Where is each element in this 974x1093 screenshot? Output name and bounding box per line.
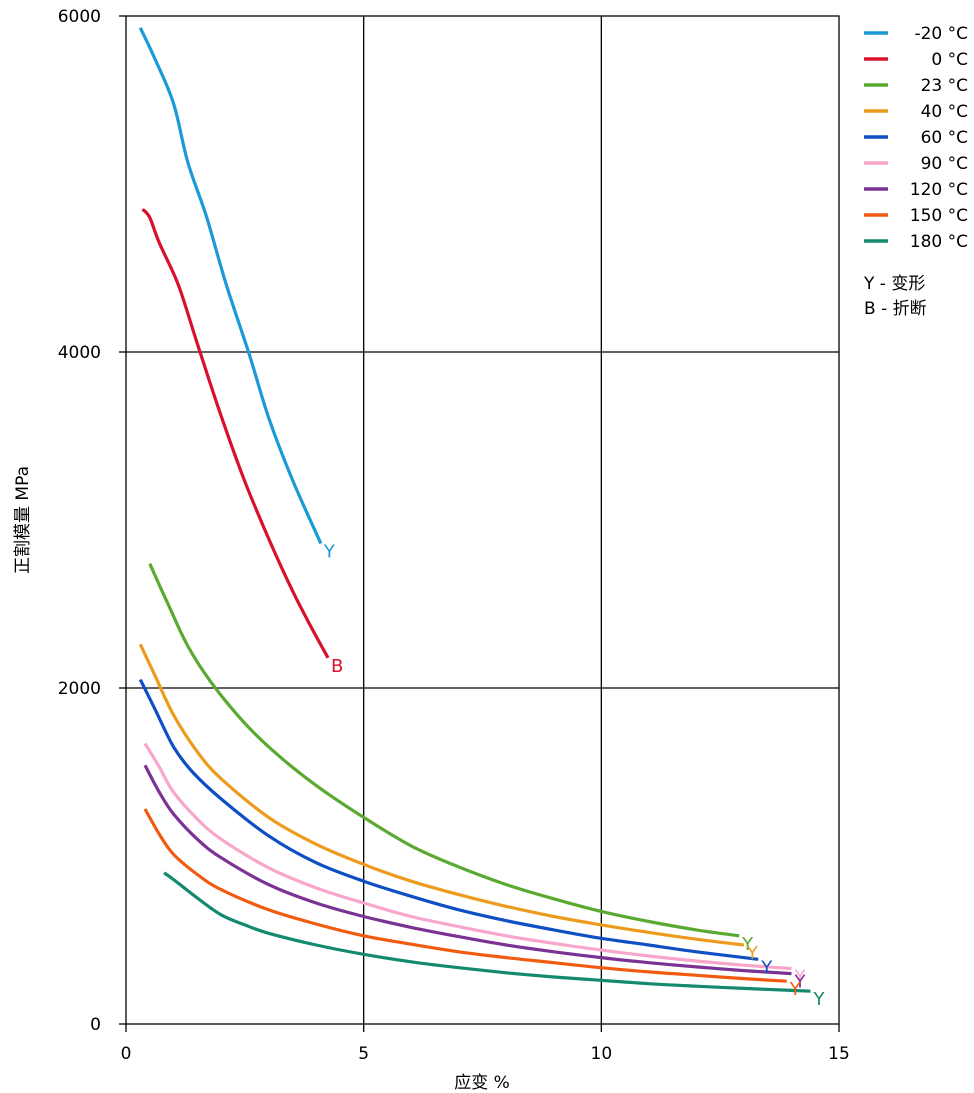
x-axis: 0 5 10 15 (121, 1024, 850, 1064)
series-line-0 (138, 27, 323, 545)
series-line-2 (148, 563, 740, 938)
y-axis-title: 正割模量 MPa (13, 466, 33, 574)
y-axis: 0 2000 4000 6000 (58, 7, 126, 1035)
series-line-1 (141, 208, 330, 659)
end-marker-2: Y (741, 934, 754, 955)
end-marker-3: Y (746, 943, 759, 964)
y-tick-label: 0 (90, 1015, 101, 1035)
legend-label-5: 90 °C (921, 154, 968, 174)
legend-label-2: 23 °C (921, 76, 968, 96)
series-line-8 (163, 871, 811, 993)
end-marker-1: B (331, 656, 343, 677)
legend-label-0: -20 °C (914, 24, 968, 44)
legend-label-6: 120 °C (910, 180, 968, 200)
end-marker-0: Y (323, 542, 336, 563)
series-line-4 (138, 678, 759, 961)
legend-note-1: B - 折断 (864, 299, 927, 319)
legend-label-4: 60 °C (921, 128, 968, 148)
series-line-3 (138, 643, 745, 947)
end-marker-5: Y (793, 967, 806, 988)
end-marker-8: Y (812, 989, 825, 1010)
series-line-6 (143, 764, 792, 976)
x-tick-label: 10 (591, 1044, 613, 1064)
series-line-5 (143, 742, 792, 971)
series-line-7 (143, 808, 787, 983)
legend-label-3: 40 °C (921, 102, 968, 122)
legend-label-8: 180 °C (910, 232, 968, 252)
legend-label-7: 150 °C (910, 206, 968, 226)
legend-note-0: Y - 变形 (863, 274, 925, 294)
legend-label-1: 0 °C (931, 50, 968, 70)
y-tick-label: 2000 (58, 679, 101, 699)
x-tick-label: 0 (121, 1044, 132, 1064)
end-marker-4: Y (760, 957, 773, 978)
series-layer (138, 27, 811, 993)
x-axis-title: 应变 % (454, 1073, 510, 1093)
end-marker-6: Y (793, 972, 806, 993)
y-tick-label: 4000 (58, 343, 101, 363)
legend: -20 °C 0 °C 23 °C 40 °C 60 °C 90 °C 120 °C 150 … (863, 24, 968, 319)
x-tick-label: 5 (358, 1044, 369, 1064)
end-marker-7: Y (789, 979, 802, 1000)
grid (125, 15, 840, 1025)
x-tick-label: 15 (828, 1044, 850, 1064)
y-tick-label: 6000 (58, 7, 101, 27)
plot-frame (125, 15, 840, 1025)
